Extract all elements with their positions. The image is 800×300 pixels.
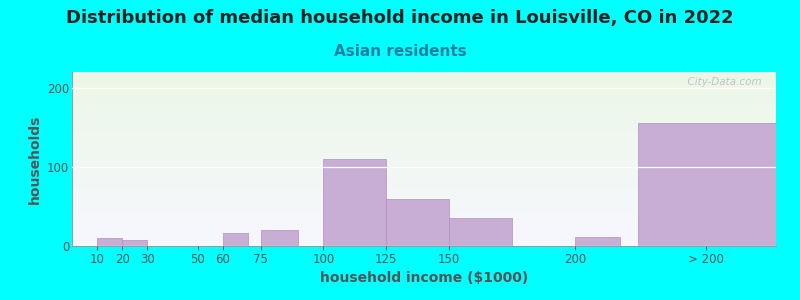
Bar bbox=[323, 159, 386, 246]
Bar bbox=[97, 238, 122, 246]
Y-axis label: households: households bbox=[27, 114, 42, 204]
Bar bbox=[261, 230, 298, 246]
Bar bbox=[122, 241, 147, 246]
Bar bbox=[575, 236, 620, 246]
Bar bbox=[386, 199, 449, 246]
Text: Distribution of median household income in Louisville, CO in 2022: Distribution of median household income … bbox=[66, 9, 734, 27]
Bar bbox=[449, 218, 512, 246]
Text: City-Data.com: City-Data.com bbox=[682, 77, 762, 87]
Bar bbox=[638, 123, 776, 246]
Bar bbox=[223, 232, 248, 246]
X-axis label: household income ($1000): household income ($1000) bbox=[320, 272, 528, 286]
Text: Asian residents: Asian residents bbox=[334, 44, 466, 59]
